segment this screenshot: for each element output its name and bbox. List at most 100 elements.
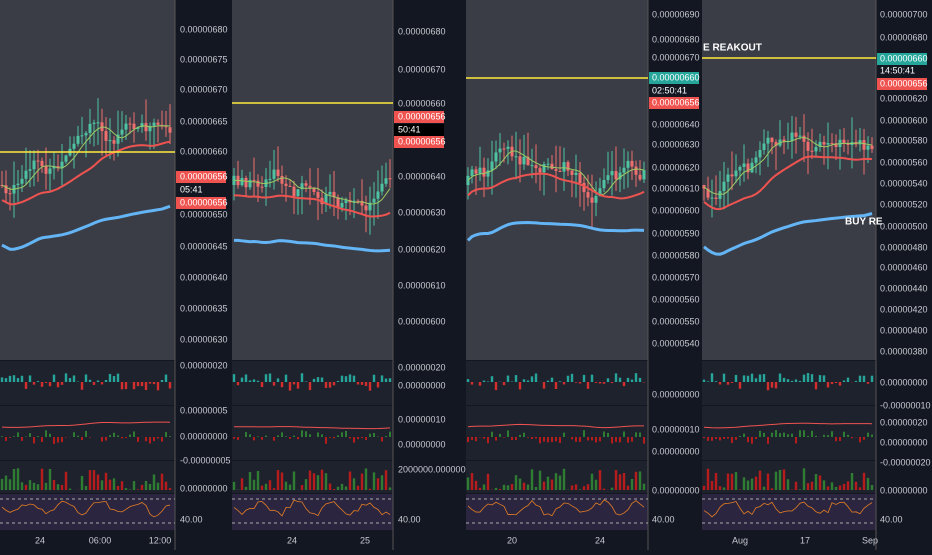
volume-bar	[703, 486, 705, 490]
macd-bar	[145, 437, 147, 441]
candle-body	[241, 178, 244, 185]
price-label: 0.00000420	[880, 304, 928, 314]
candle-body	[293, 187, 296, 196]
macd-bar	[293, 436, 295, 437]
volume-bar	[551, 479, 553, 490]
volume-bar	[563, 469, 565, 490]
macd-bar	[353, 437, 355, 443]
macd-bar	[305, 431, 307, 437]
volume-bar	[599, 470, 601, 490]
price-label: 0.00000630	[180, 334, 228, 344]
histogram-bar	[567, 376, 569, 382]
price-label: 0.00000670	[652, 52, 700, 62]
macd-bar	[33, 437, 35, 443]
histogram-bar	[611, 382, 613, 383]
price-label: 0.00000600	[880, 115, 928, 125]
volume-bar	[365, 468, 367, 490]
macd-bar	[37, 436, 39, 437]
volume-bar	[835, 487, 837, 490]
macd-bar	[479, 437, 481, 438]
macd-bar	[703, 437, 705, 438]
histogram-bar	[349, 374, 351, 382]
macd-bar	[607, 433, 609, 437]
candle-body	[81, 135, 84, 136]
macd-bar	[285, 436, 287, 437]
macd-bar	[571, 437, 573, 439]
histogram-bar	[233, 374, 235, 382]
volume-bar	[97, 475, 99, 490]
candle-body	[9, 193, 12, 194]
price-label: 0.00000580	[652, 250, 700, 260]
macd-bar	[603, 431, 605, 437]
price-label: 0.00000680	[880, 32, 928, 42]
macd-bar	[803, 430, 805, 437]
volume-bar	[735, 472, 737, 490]
volume-bar	[129, 489, 131, 490]
volume-bar	[579, 489, 581, 490]
volume-bar	[503, 485, 505, 490]
volume-bar	[161, 474, 163, 490]
histogram-bar	[97, 380, 99, 382]
price-label: 0.00000620	[652, 162, 700, 172]
macd-bar	[273, 437, 275, 441]
candle-body	[373, 199, 376, 203]
histogram-bar	[819, 375, 821, 382]
volume-bar	[373, 472, 375, 490]
histogram-bar	[365, 382, 367, 386]
histogram-bar	[21, 376, 23, 382]
macd-bar	[503, 437, 505, 438]
histogram-bar	[265, 374, 267, 382]
histogram-bar	[125, 382, 127, 389]
macd-bar	[643, 437, 645, 444]
volume-bar	[21, 482, 23, 490]
histogram-bar	[329, 382, 331, 388]
volume-bar	[369, 489, 371, 490]
volume-bar	[519, 479, 521, 490]
histogram-bar	[607, 378, 609, 382]
price-label: 0.00000690	[652, 9, 700, 19]
volume-bar	[101, 480, 103, 490]
macd-bar	[547, 437, 549, 442]
price-label: 0.00000540	[880, 178, 928, 188]
volume-bar	[121, 481, 123, 490]
macd-bar	[843, 432, 845, 437]
candle-body	[563, 162, 566, 171]
histogram-bar	[871, 376, 873, 382]
volume-bar	[245, 487, 247, 490]
price-label: 0.00000560	[652, 294, 700, 304]
candle-body	[811, 151, 814, 152]
sub-pane	[466, 406, 648, 460]
macd-bar	[707, 437, 709, 441]
candle-body	[93, 123, 96, 124]
macd-bar	[519, 435, 521, 437]
macd-bar	[735, 437, 737, 440]
histogram-bar	[615, 373, 617, 382]
macd-bar	[579, 437, 581, 442]
macd-bar	[495, 437, 497, 441]
macd-bar	[41, 437, 43, 442]
candle-body	[607, 175, 610, 180]
candle-body	[165, 126, 168, 127]
candle-body	[125, 124, 128, 130]
price-label: 0.00000610	[652, 183, 700, 193]
candle-body	[281, 176, 284, 184]
volume-bar	[639, 471, 641, 490]
histogram-bar	[369, 382, 371, 391]
histogram-bar	[249, 380, 251, 382]
histogram-bar	[253, 379, 255, 382]
macd-bar	[755, 437, 757, 439]
volume-bar	[731, 474, 733, 490]
histogram-bar	[117, 374, 119, 382]
histogram-bar	[591, 375, 593, 382]
volume-bar	[487, 474, 489, 490]
price-tag-label: 0.00000660	[880, 53, 928, 63]
histogram-bar	[373, 375, 375, 382]
volume-bar	[775, 472, 777, 490]
price-label: 0.00000590	[652, 228, 700, 238]
macd-bar	[467, 437, 469, 442]
macd-bar	[49, 434, 51, 437]
candle-body	[859, 140, 862, 144]
histogram-bar	[587, 382, 589, 389]
macd-bar	[471, 437, 473, 440]
histogram-bar	[273, 382, 275, 386]
